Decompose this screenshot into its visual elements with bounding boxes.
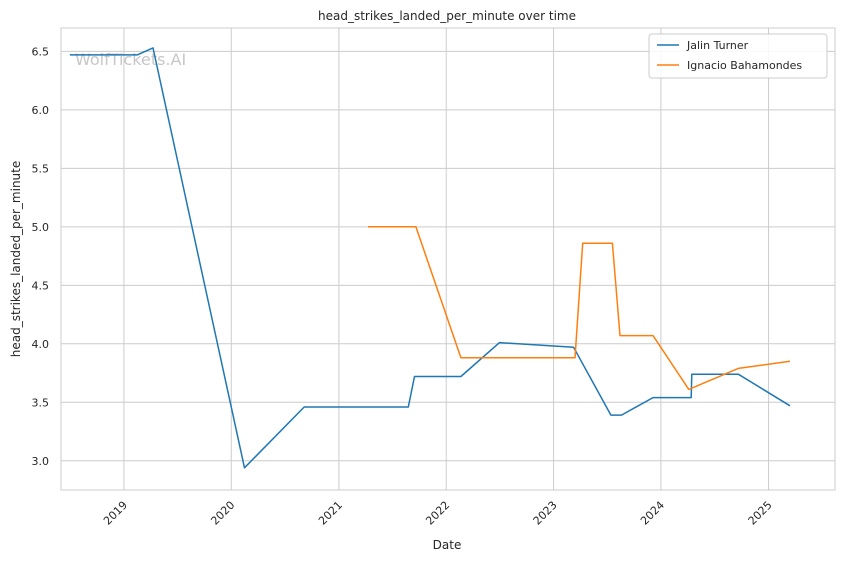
y-tick-label: 6.5 [32,45,50,58]
legend-box [648,33,828,79]
chart-title: head_strikes_landed_per_minute over time [318,9,576,23]
plot-area [61,28,835,490]
legend-label: Jalin Turner [686,39,749,52]
series-lines [69,47,791,469]
legend: Jalin Turner Ignacio Bahamondes [648,33,828,79]
y-tick-label: 4.0 [32,338,50,351]
y-tick-label: 5.5 [32,162,50,175]
legend-label: Ignacio Bahamondes [687,59,802,72]
x-axis-label: Date [433,538,462,552]
y-tick-label: 3.5 [32,396,50,409]
y-axis-label: head_strikes_landed_per_minute [9,161,23,358]
series-line-ignacio-bahamondes [368,226,791,391]
y-tick-label: 4.5 [32,279,50,292]
y-tick-label: 3.0 [32,455,50,468]
y-tick-label: 6.0 [32,104,50,117]
plot-frame [60,27,836,491]
y-tick-label: 5.0 [32,221,50,234]
y-axis-ticks: 3.0 3.5 4.0 4.5 5.0 5.5 6.0 6.5 [32,45,50,467]
watermark: WolfTickets.AI [75,50,186,69]
series-line-jalin-turner [69,47,791,469]
grid [61,28,835,490]
